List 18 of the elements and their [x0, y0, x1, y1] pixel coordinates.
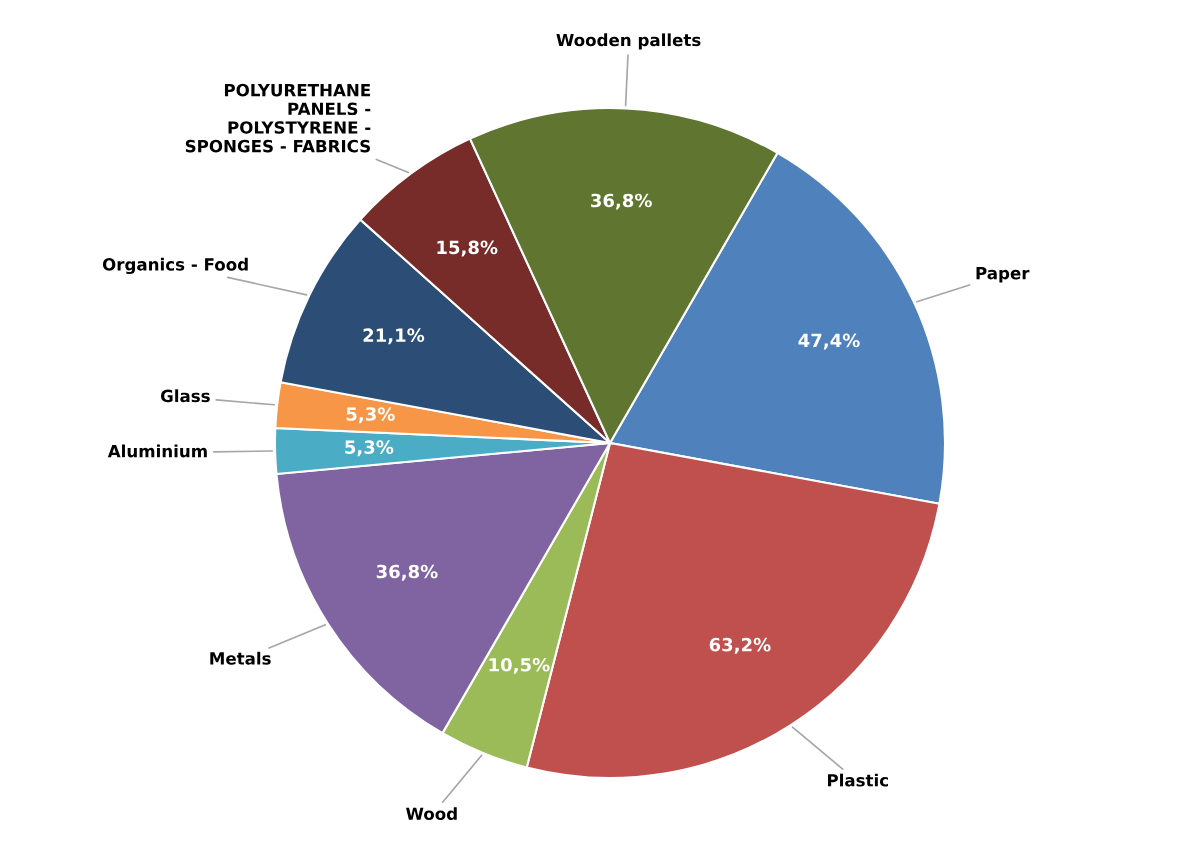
data-label: 21,1%: [363, 328, 425, 345]
data-label: 47,4%: [798, 333, 860, 350]
slice-label: Aluminium: [107, 444, 207, 458]
slice-label: Metals: [210, 651, 271, 665]
slice-label: Wooden pallets: [556, 33, 701, 50]
data-label: 10,5%: [489, 657, 550, 674]
slice-label: POLYURETHANE PANELS - POLYSTYRENE - SPONGES - FABRICS: [185, 83, 371, 153]
slice-label: Paper: [976, 267, 1030, 283]
slice-label: Plastic: [827, 773, 888, 787]
data-label: 15,8%: [437, 240, 498, 257]
data-label: 5,3%: [346, 407, 395, 424]
data-label: 36,8%: [376, 564, 438, 581]
slice-label: Organics - Food: [102, 257, 248, 275]
slice-label: Wood: [406, 807, 457, 821]
data-label: 63,2%: [709, 637, 771, 654]
slice-label: Glass: [160, 389, 210, 403]
data-label: 36,8%: [591, 193, 652, 210]
data-label: 5,3%: [345, 440, 394, 457]
